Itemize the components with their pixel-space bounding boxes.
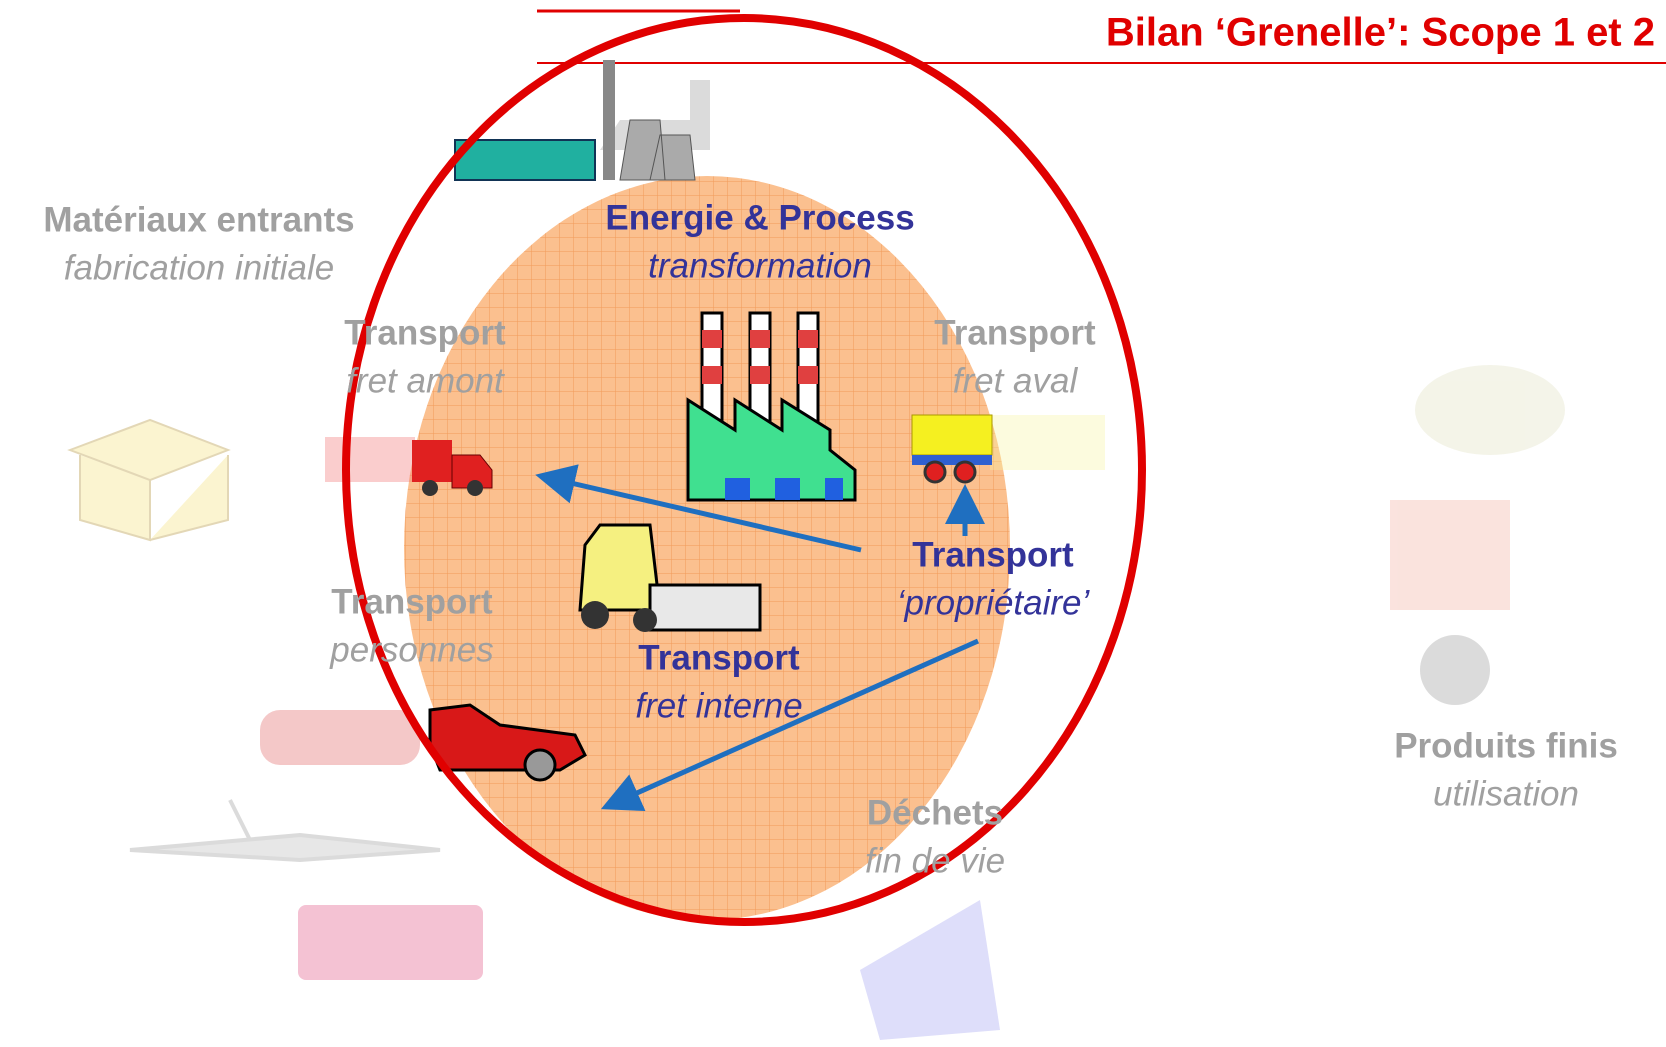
faded-icons: [67, 80, 1565, 1040]
power-plant-icon: [454, 60, 696, 181]
node-label: Transport: [912, 535, 1074, 574]
node-label: Energie & Process: [605, 198, 914, 237]
title: Bilan ‘Grenelle’: Scope 1 et 2: [1106, 11, 1655, 55]
truck-icon: [412, 440, 493, 496]
car-icon: [428, 703, 587, 782]
node-label: Produits finis: [1394, 726, 1618, 765]
node-sublabel: fin de vie: [865, 841, 1005, 880]
node-label: Déchets: [867, 793, 1003, 832]
node-label: Transport: [344, 313, 506, 352]
node-label: Transport: [638, 638, 800, 677]
scope-ellipse: [342, 14, 1146, 926]
node-label: Matériaux entrants: [43, 200, 354, 239]
truck-icon: [911, 414, 993, 484]
node-sublabel: transformation: [648, 246, 872, 285]
forklift-icon: [578, 523, 762, 632]
node-sublabel: fabrication initiale: [64, 248, 334, 287]
arrow: [535, 464, 862, 553]
node-sublabel: fret amont: [346, 361, 505, 400]
node-sublabel: fret interne: [635, 686, 802, 725]
node-sublabel: fret aval: [953, 361, 1079, 400]
node-sublabel: personnes: [329, 630, 493, 669]
node-sublabel: ‘propriétaire’: [897, 583, 1091, 622]
node-label: Transport: [331, 582, 493, 621]
factory-icon: [686, 311, 857, 502]
node-label: Transport: [934, 313, 1096, 352]
arrow: [600, 638, 980, 812]
node-sublabel: utilisation: [1433, 774, 1579, 813]
